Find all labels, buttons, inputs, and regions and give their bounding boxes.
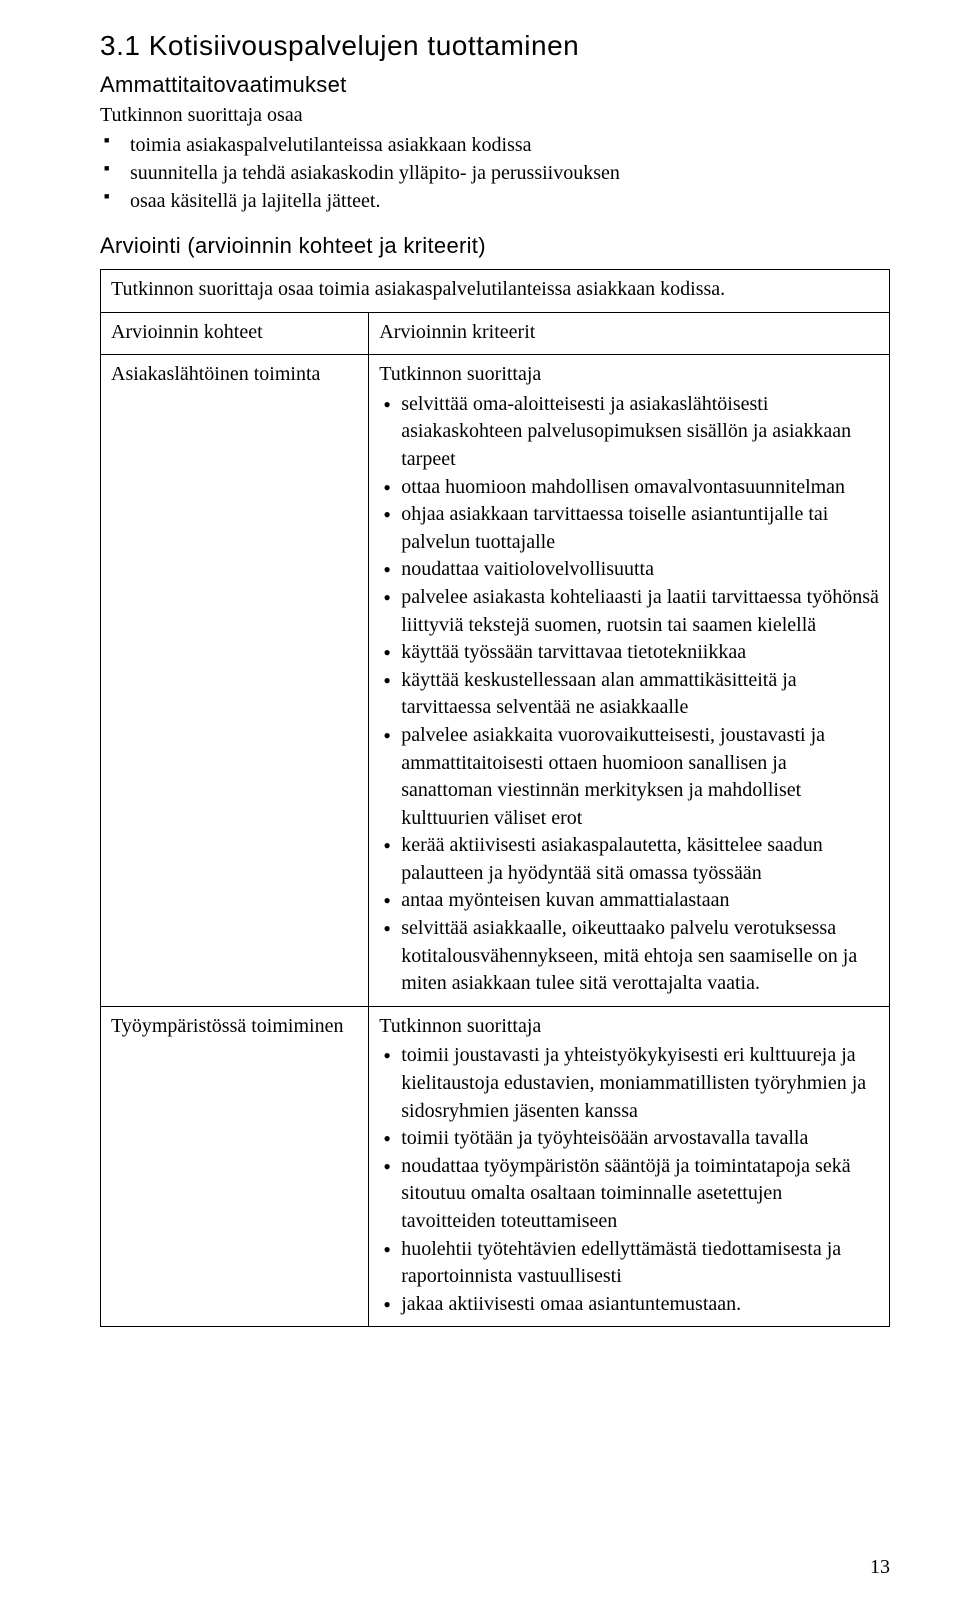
criteria-item: noudattaa työympäristön sääntöjä ja toim… [379, 1153, 879, 1236]
criteria-item: toimii työtään ja työyhteisöään arvostav… [379, 1125, 879, 1153]
intro-list: toimia asiakaspalvelutilanteissa asiakka… [100, 131, 890, 215]
criteria-item: ottaa huomioon mahdollisen omavalvontasu… [379, 474, 879, 502]
intro-line: Tutkinnon suorittaja osaa [100, 104, 890, 127]
criteria-item: antaa myönteisen kuvan ammattialastaan [379, 887, 879, 915]
criteria-item: selvittää asiakkaalle, oikeuttaako palve… [379, 915, 879, 998]
requirements-subheading: Ammattitaitovaatimukset [100, 72, 890, 98]
table-row-right: Tutkinnon suorittaja selvittää oma-aloit… [369, 355, 890, 1007]
page-number: 13 [870, 1556, 890, 1579]
criteria-bullets: selvittää oma-aloitteisesti ja asiakaslä… [379, 391, 879, 998]
table-header-left: Arvioinnin kohteet [101, 312, 369, 355]
intro-list-item: toimia asiakaspalvelutilanteissa asiakka… [100, 131, 890, 159]
criteria-item: ohjaa asiakkaan tarvittaessa toiselle as… [379, 501, 879, 556]
criteria-item: palvelee asiakkaita vuorovaikutteisesti,… [379, 722, 879, 832]
row-lead: Tutkinnon suorittaja [379, 363, 541, 385]
criteria-item: huolehtii työtehtävien edellyttämästä ti… [379, 1236, 879, 1291]
criteria-item: käyttää keskustellessaan alan ammattikäs… [379, 667, 879, 722]
criteria-item: jakaa aktiivisesti omaa asiantuntemustaa… [379, 1291, 879, 1319]
criteria-bullets: toimii joustavasti ja yhteistyökykyisest… [379, 1042, 879, 1318]
criteria-item: noudattaa vaitiolovelvollisuutta [379, 556, 879, 584]
section-heading: 3.1 Kotisiivouspalvelujen tuottaminen [100, 30, 890, 62]
row-lead: Tutkinnon suorittaja [379, 1015, 541, 1037]
intro-list-item: osaa käsitellä ja lajitella jätteet. [100, 187, 890, 215]
table-row-right: Tutkinnon suorittaja toimii joustavasti … [369, 1006, 890, 1327]
criteria-item: käyttää työssään tarvittavaa tietoteknii… [379, 639, 879, 667]
criteria-item: kerää aktiivisesti asiakaspalautetta, kä… [379, 832, 879, 887]
intro-list-item: suunnitella ja tehdä asiakaskodin ylläpi… [100, 159, 890, 187]
assessment-heading: Arviointi (arvioinnin kohteet ja kriteer… [100, 233, 890, 259]
table-row-left: Työympäristössä toimiminen [101, 1006, 369, 1327]
table-row-left: Asiakaslähtöinen toiminta [101, 355, 369, 1007]
criteria-table: Tutkinnon suorittaja osaa toimia asiakas… [100, 269, 890, 1327]
criteria-item: toimii joustavasti ja yhteistyökykyisest… [379, 1042, 879, 1125]
criteria-item: palvelee asiakasta kohteliaasti ja laati… [379, 584, 879, 639]
table-span-row: Tutkinnon suorittaja osaa toimia asiakas… [101, 270, 890, 313]
table-header-right: Arvioinnin kriteerit [369, 312, 890, 355]
criteria-item: selvittää oma-aloitteisesti ja asiakaslä… [379, 391, 879, 474]
